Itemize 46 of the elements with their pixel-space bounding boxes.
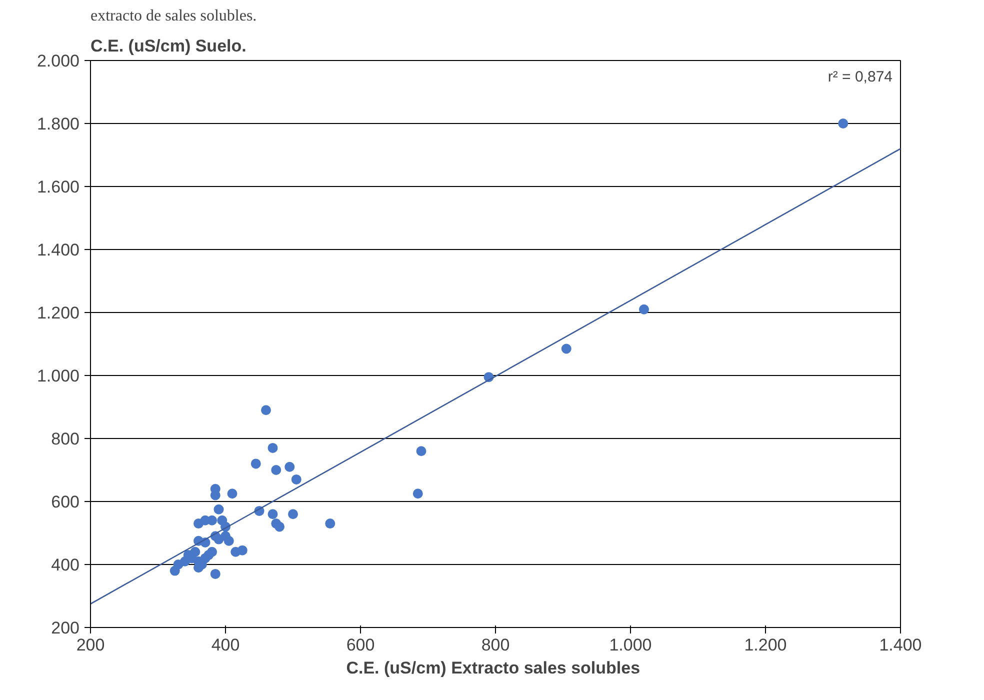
y-tick-label: 1.200	[36, 304, 80, 322]
point	[271, 465, 282, 475]
point	[214, 504, 224, 514]
point	[190, 546, 200, 557]
x-tick-label: 800	[481, 636, 510, 654]
text: extracto de sales solubles.	[90, 8, 257, 24]
x-tick-label: 400	[211, 636, 240, 654]
point	[325, 518, 336, 529]
point	[250, 458, 261, 469]
point	[261, 405, 271, 416]
y-tick-label: 1.000	[36, 366, 80, 386]
y-tick-label: 2.000	[36, 52, 80, 70]
point	[170, 566, 180, 576]
y-tick-label: 800	[51, 430, 80, 448]
point	[639, 304, 649, 314]
y-tick-label: 1.800	[36, 114, 80, 134]
x-tick-label: 600	[346, 636, 375, 654]
chart-title: C.E. (uS/cm) Suelo.	[90, 36, 246, 56]
x-axis-title: C.E. (uS/cm) Extracto sales solubles	[346, 658, 640, 678]
y-tick-label: 1.400	[36, 240, 80, 260]
y-tick-label: 200	[51, 618, 80, 638]
point	[237, 545, 248, 556]
point	[561, 344, 572, 354]
x-tick-label: 1.400	[879, 636, 922, 654]
y-tick-label: 1.600	[36, 178, 80, 196]
y-tick-label: 600	[51, 492, 80, 512]
point	[194, 518, 204, 529]
point	[210, 568, 220, 579]
point	[214, 534, 224, 544]
y-tick-label: 400	[51, 556, 80, 574]
point	[274, 522, 284, 532]
point	[838, 118, 848, 128]
point	[204, 550, 214, 560]
point	[288, 509, 298, 520]
point	[268, 442, 278, 453]
point	[268, 509, 278, 520]
point	[227, 488, 238, 499]
point	[284, 462, 295, 472]
x-tick-label: 1.000	[609, 636, 652, 654]
point	[416, 446, 426, 456]
annotation: r² = 0,874	[828, 68, 893, 86]
point	[224, 536, 234, 546]
x-tick-label: 1.200	[744, 636, 787, 654]
point	[291, 474, 302, 484]
point	[412, 488, 423, 499]
x-tick-label: 200	[76, 636, 105, 654]
